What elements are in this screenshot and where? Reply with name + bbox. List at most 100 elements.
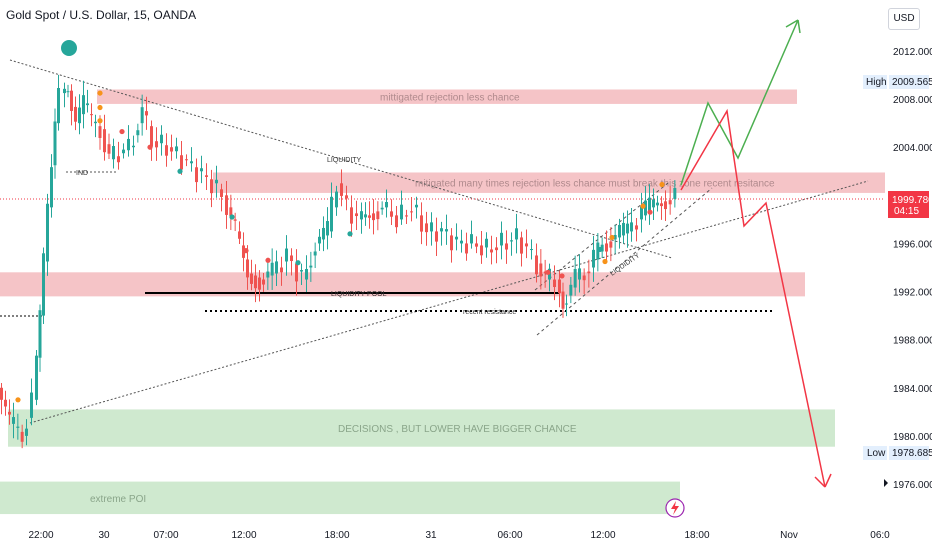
decisions-zone-label: DECISIONS , BUT LOWER HAVE BIGGER CHANCE <box>338 424 577 435</box>
time-axis[interactable]: 22:00 30 07:00 12:00 18:00 31 06:00 12:00 18:00 N… <box>28 530 890 541</box>
candle-body <box>290 255 293 262</box>
time-tick-4: 18:00 <box>324 530 349 541</box>
price-tick-7: 1980.000 <box>893 432 932 443</box>
candle-body <box>656 202 659 206</box>
candle-body <box>569 284 573 296</box>
candle-body <box>170 147 173 152</box>
sell-dot-6 <box>647 209 653 215</box>
candle-body <box>648 197 651 212</box>
candle-body <box>266 271 270 278</box>
candle-body <box>425 223 428 233</box>
candle-body <box>318 236 321 244</box>
bullish-projection-path <box>680 19 799 186</box>
candle-body <box>229 207 233 217</box>
sell-dot-0 <box>119 128 125 135</box>
high-label: High <box>866 77 887 88</box>
marker-circle <box>61 40 77 56</box>
candle-body <box>180 155 183 170</box>
candle-body <box>630 222 633 232</box>
low-label: Low <box>867 448 886 459</box>
candle-body <box>8 411 11 415</box>
candle-body <box>644 200 647 216</box>
lightning-icon[interactable] <box>665 498 685 518</box>
candle-body <box>200 168 203 172</box>
candle-body <box>587 271 591 274</box>
candle-body <box>640 206 643 220</box>
buy-dot-4 <box>597 246 603 253</box>
candle-body <box>38 310 42 358</box>
candle-body <box>520 237 523 254</box>
signal-dot-0 <box>97 90 103 96</box>
mittigated-rejection-zone <box>97 89 797 104</box>
candle-body <box>78 107 81 124</box>
candle-body <box>420 215 423 232</box>
ascending-trendline <box>29 180 869 424</box>
candle-body <box>500 232 503 246</box>
candle-body <box>345 195 348 199</box>
candle-body <box>12 417 15 424</box>
candle-body <box>475 243 478 247</box>
candle-body <box>46 203 49 262</box>
candle-body <box>215 179 218 184</box>
candle-body <box>609 241 613 248</box>
current-price-tag: 1999.780 04:15 <box>888 191 932 218</box>
candle-body <box>573 268 577 288</box>
extreme-poi-zone <box>0 481 680 515</box>
candle-body <box>185 159 188 161</box>
candle-body <box>117 156 120 163</box>
time-tick-5: 31 <box>425 530 437 541</box>
candle-body <box>132 145 135 148</box>
price-tick-5: 1988.000 <box>893 336 932 347</box>
currency-selector[interactable]: USD <box>888 8 920 30</box>
signal-dot-5 <box>659 181 665 188</box>
candle-body <box>63 88 66 94</box>
candle-body <box>254 275 257 289</box>
bull-arrowhead-b <box>797 19 801 34</box>
candle-body <box>664 201 667 210</box>
candle-body <box>460 240 463 244</box>
low-label-group: Low 1978.685 <box>863 446 932 460</box>
candle-body <box>326 221 329 236</box>
candle-body <box>592 249 595 268</box>
price-axis[interactable]: 2012.000 2008.000 2004.000 1996.000 1992.000… <box>893 47 932 491</box>
candle-body <box>70 90 73 111</box>
candle-body <box>285 248 288 262</box>
candle-body <box>242 245 245 258</box>
zone-layer: mittigated rejection less chance mitigate… <box>0 89 885 515</box>
candle-body <box>530 249 533 251</box>
candle-body <box>280 267 283 273</box>
candle-body <box>455 236 458 240</box>
candle-body <box>107 144 111 154</box>
candle-body <box>195 167 198 183</box>
candle-body <box>90 114 93 116</box>
candle-body <box>673 187 677 199</box>
candle-body <box>190 161 193 164</box>
chart-title: Gold Spot / U.S. Dollar, 15, OANDA <box>6 8 197 22</box>
candle-body <box>558 279 561 294</box>
ind-label: IND <box>76 170 88 177</box>
buy-dot-1 <box>229 214 235 220</box>
candle-body <box>440 228 443 232</box>
candle-body <box>340 183 343 196</box>
candle-body <box>103 129 106 153</box>
signal-dot-4 <box>640 203 646 209</box>
candle-body <box>565 303 568 305</box>
sell-dot-5 <box>559 273 565 279</box>
high-value: 2009.565 <box>892 77 932 88</box>
candle-body <box>35 355 38 400</box>
bear-arrowhead-a <box>814 476 826 488</box>
candle-body <box>0 387 3 400</box>
mitigated-many-times-zone <box>213 172 885 193</box>
candle-body <box>490 249 493 253</box>
candle-body <box>364 214 367 218</box>
candle-body <box>525 243 528 247</box>
candle-body <box>368 215 371 218</box>
price-tick-0: 2012.000 <box>893 47 932 58</box>
candle-body <box>313 251 317 256</box>
candle-body <box>622 222 625 236</box>
candle-body <box>309 265 313 268</box>
price-tick-6: 1984.000 <box>893 384 932 395</box>
candle-body <box>94 121 97 124</box>
